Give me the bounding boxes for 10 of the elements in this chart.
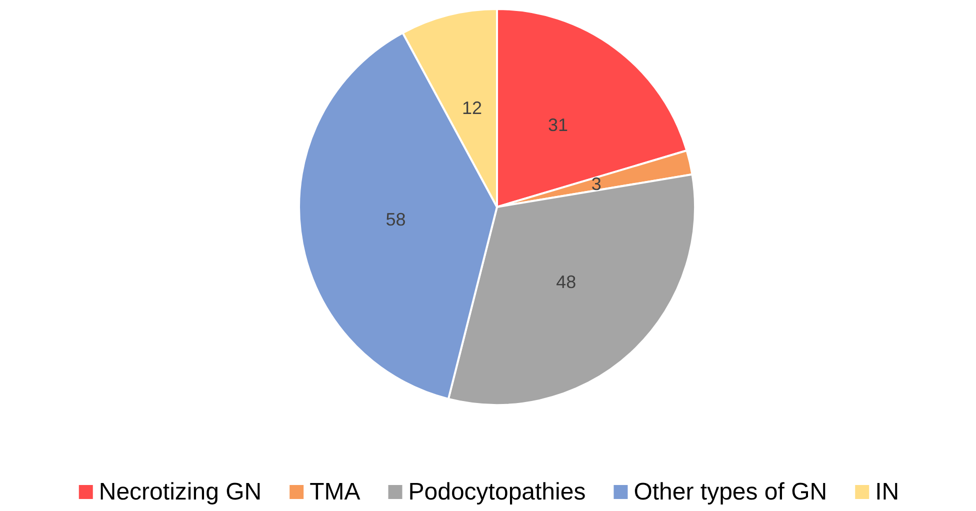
legend-label: TMA <box>310 478 360 506</box>
data-label: 3 <box>591 174 602 194</box>
legend-label: Other types of GN <box>634 478 828 506</box>
data-label: 48 <box>556 272 576 292</box>
legend-label: Necrotizing GN <box>98 478 262 506</box>
legend-label: Podocytopathies <box>408 478 586 506</box>
data-label: 12 <box>462 98 482 118</box>
legend-label: IN <box>875 478 900 506</box>
data-label: 31 <box>548 115 568 136</box>
data-label: 58 <box>386 210 406 230</box>
